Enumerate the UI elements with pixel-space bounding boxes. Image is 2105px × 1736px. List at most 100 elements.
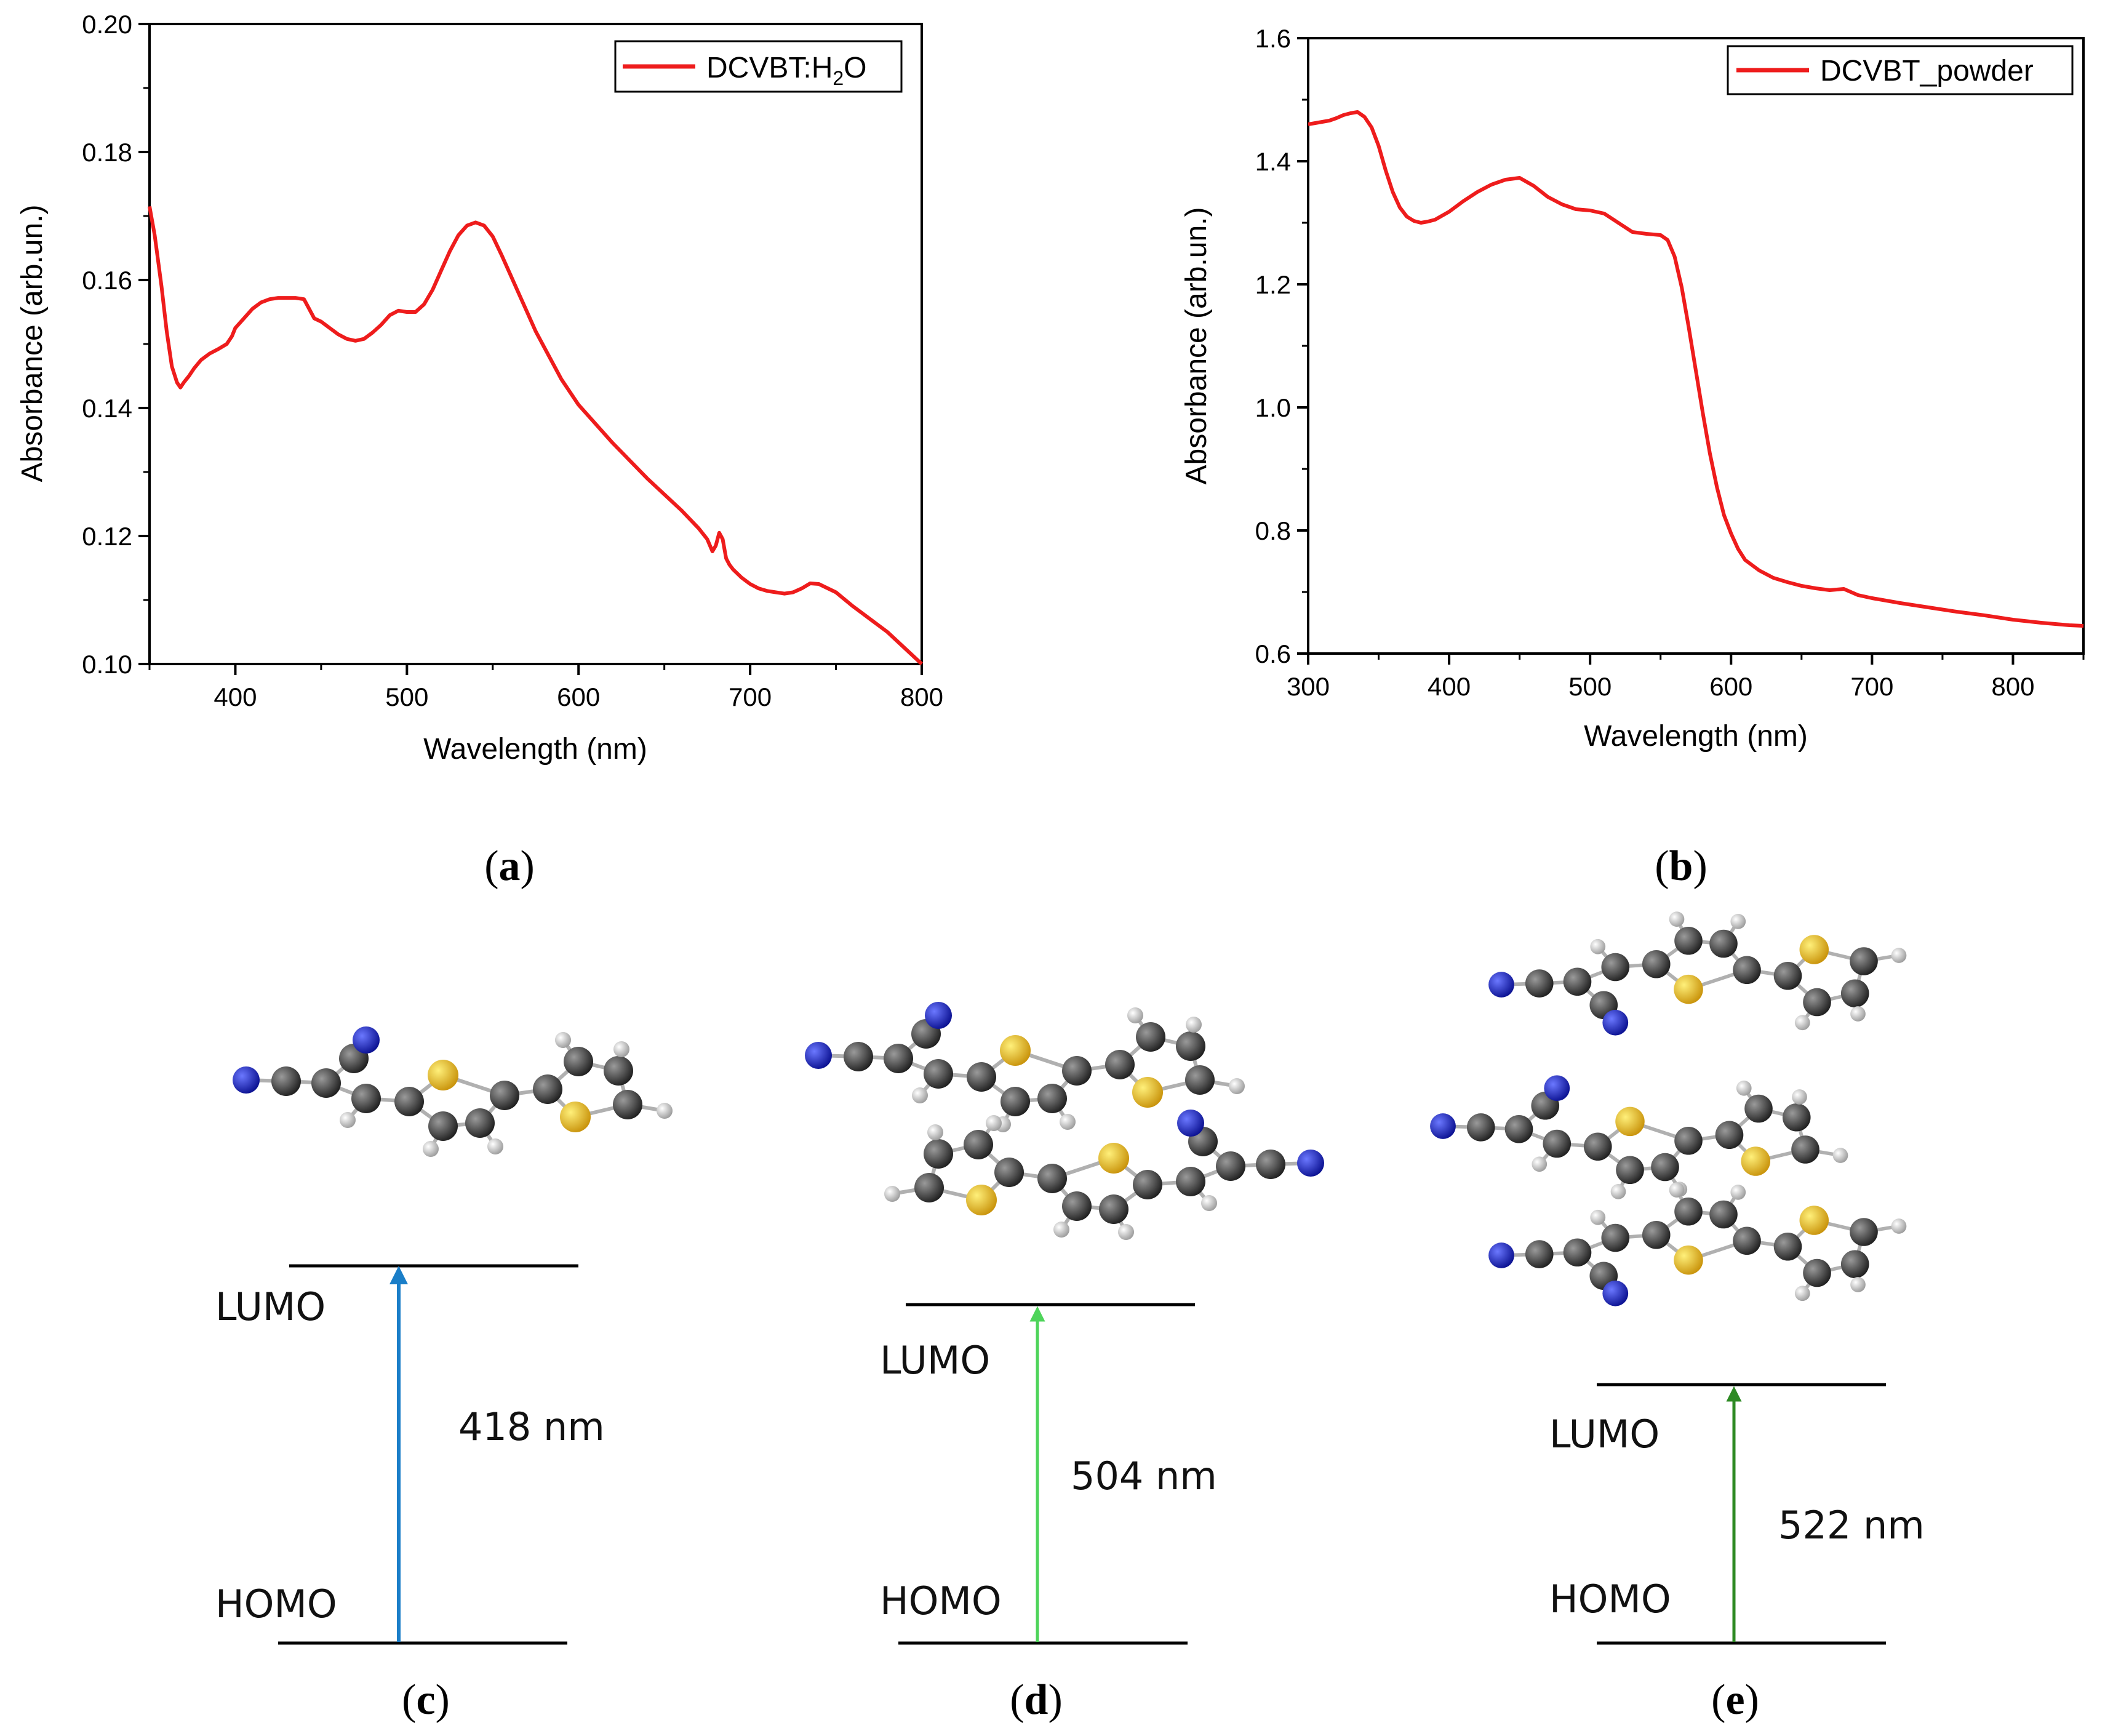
- x-tick-labels-b: 300 400 500 600 700 800: [1287, 672, 2035, 701]
- chart-panel-b: 300 400 500 600 700 800 0.6 0.8 1.0 1.2 1.4 1.6 Wa…: [1180, 24, 2085, 753]
- carbon-atom: [1791, 1135, 1819, 1164]
- y-tick-label-a: 0.10: [82, 650, 132, 679]
- carbon-atom: [1733, 956, 1761, 985]
- nitrogen-atom: [805, 1042, 832, 1069]
- nitrogen-atom: [353, 1026, 380, 1054]
- nitrogen-atom: [925, 1002, 952, 1029]
- series-line-dcvbt-h2o: [148, 206, 924, 666]
- hydrogen-atom: [1794, 1286, 1810, 1302]
- hydrogen-atom: [1736, 1080, 1752, 1096]
- sulfur-atom: [1674, 1245, 1703, 1275]
- molecule: [884, 1110, 1324, 1240]
- carbon-atom: [884, 1044, 913, 1073]
- homo-label-d: HOMO: [880, 1578, 1002, 1623]
- x-tick-label-b: 700: [1850, 672, 1893, 701]
- carbon-atom: [1136, 1022, 1165, 1052]
- hydrogen-atom: [487, 1138, 503, 1154]
- carbon-atom: [844, 1042, 873, 1071]
- caption-a: (a): [484, 842, 535, 890]
- x-tick-label-a: 600: [557, 682, 600, 711]
- carbon-atom: [613, 1090, 642, 1119]
- x-axis-label-b: Wavelength (nm): [1584, 720, 1808, 753]
- hydrogen-atom: [1792, 1089, 1807, 1105]
- caption-d: (d): [1010, 1676, 1063, 1724]
- y-tick-label-b: 1.4: [1255, 147, 1291, 176]
- carbon-atom: [490, 1081, 519, 1110]
- y-tick-label-b: 1.6: [1255, 24, 1291, 53]
- carbon-atom: [1176, 1167, 1205, 1196]
- hydrogen-atom: [884, 1186, 900, 1202]
- x-tick-label-a: 400: [214, 682, 257, 711]
- hydrogen-atom: [912, 1087, 928, 1103]
- carbon-atom: [1733, 1226, 1761, 1255]
- y-axis-label-a: Absorbance (arb.un.): [16, 205, 49, 482]
- nitrogen-atom: [1602, 1280, 1629, 1306]
- lumo-label-e: LUMO: [1549, 1412, 1660, 1457]
- carbon-atom: [1642, 1220, 1671, 1249]
- caption-c: (c): [402, 1676, 450, 1724]
- hydrogen-atom: [613, 1041, 629, 1057]
- carbon-atom: [1715, 1121, 1744, 1150]
- caption-b: (b): [1655, 842, 1708, 890]
- hydrogen-atom: [1186, 1017, 1202, 1033]
- carbon-atom: [994, 1158, 1024, 1187]
- carbon-atom: [1850, 1218, 1878, 1246]
- carbon-atom: [914, 1173, 944, 1202]
- carbon-atom: [271, 1066, 301, 1096]
- x-tick-label-b: 600: [1709, 672, 1752, 701]
- molecule: [1430, 1075, 1848, 1199]
- hydrogen-atom: [1127, 1007, 1143, 1023]
- nitrogen-atom: [1488, 972, 1514, 998]
- carbon-atom: [564, 1047, 593, 1076]
- hydrogen-atom: [1610, 1184, 1626, 1199]
- carbon-atom: [1850, 947, 1878, 975]
- legend-b: DCVBT_powder: [1727, 45, 2074, 95]
- axis-ticks-a: [138, 23, 923, 675]
- carbon-atom: [1504, 1114, 1533, 1143]
- sulfur-atom: [1000, 1035, 1031, 1066]
- carbon-atom: [1105, 1050, 1135, 1079]
- carbon-atom: [1563, 967, 1592, 996]
- carbon-atom: [1744, 1094, 1773, 1123]
- x-tick-label-a: 800: [900, 682, 943, 711]
- energy-diagram-c: LUMO HOMO 418 nm: [215, 1264, 605, 1645]
- carbon-atom: [1062, 1056, 1092, 1086]
- hydrogen-atom: [1201, 1195, 1217, 1211]
- energy-diagram-e: LUMO HOMO 522 nm: [1549, 1383, 1925, 1645]
- hydrogen-atom: [986, 1115, 1002, 1131]
- sulfur-atom: [966, 1185, 997, 1215]
- carbon-atom: [1674, 1197, 1703, 1226]
- hydrogen-atom: [1850, 1006, 1866, 1022]
- y-tick-labels-a: 0.10 0.12 0.14 0.16 0.18 0.20: [82, 10, 132, 679]
- carbon-atom: [1563, 1238, 1592, 1267]
- carbon-atom: [924, 1059, 953, 1089]
- carbon-atom: [1525, 969, 1554, 998]
- nitrogen-atom: [1177, 1110, 1204, 1137]
- x-tick-label-b: 400: [1428, 672, 1471, 701]
- hydrogen-atom: [1730, 1185, 1746, 1200]
- molecule: [233, 1026, 673, 1157]
- carbon-atom: [1674, 926, 1703, 955]
- carbon-atom: [1782, 1103, 1811, 1132]
- carbon-atom: [964, 1130, 993, 1159]
- sulfur-atom: [1799, 1206, 1829, 1235]
- carbon-atom: [1176, 1031, 1205, 1061]
- y-tick-label-b: 0.6: [1255, 639, 1291, 668]
- y-axis-label-b: Absorbance (arb.un.): [1180, 207, 1213, 485]
- carbon-atom: [1773, 1232, 1802, 1261]
- carbon-atom: [604, 1056, 633, 1086]
- plot-frame-a: [148, 23, 923, 665]
- caption-e: (e): [1711, 1676, 1759, 1724]
- x-tick-label-b: 300: [1287, 672, 1330, 701]
- carbon-atom: [1216, 1151, 1245, 1181]
- sulfur-atom: [1132, 1077, 1163, 1108]
- y-tick-labels-b: 0.6 0.8 1.0 1.2 1.4 1.6: [1255, 24, 1291, 668]
- plot-frame-b: [1307, 37, 2085, 655]
- carbon-atom: [1185, 1065, 1215, 1095]
- sulfur-atom: [1741, 1146, 1770, 1176]
- x-tick-label-b: 500: [1568, 672, 1612, 701]
- sulfur-atom: [428, 1060, 458, 1090]
- x-tick-label-b: 800: [1991, 672, 2034, 701]
- carbon-atom: [1133, 1170, 1162, 1199]
